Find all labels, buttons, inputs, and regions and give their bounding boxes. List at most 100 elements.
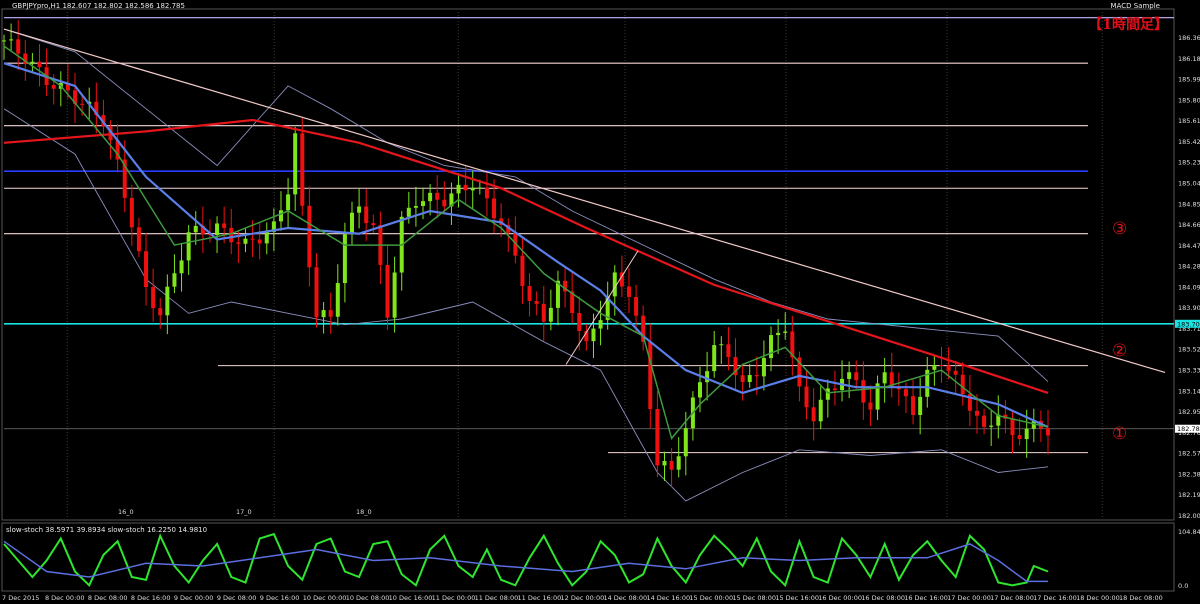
price-tick-label: 182.575 (1178, 450, 1200, 458)
candle-body (1031, 420, 1036, 429)
timeframe-label: 【1時間足】 (1088, 17, 1168, 33)
candle-body (442, 199, 447, 207)
candle-body (570, 291, 575, 314)
candle-body (577, 313, 582, 331)
price-tick-label: 182.005 (1178, 512, 1200, 520)
candle-body (534, 301, 539, 304)
candle-body (662, 461, 667, 466)
time-tick-label: 16 Dec 08:00 (861, 594, 905, 602)
time-tick-label: 10 Dec 16:00 (389, 594, 433, 602)
candle-body (641, 315, 646, 342)
candle-body (634, 296, 639, 316)
candle-body (804, 386, 809, 408)
time-tick-label: 14 Dec 16:00 (646, 594, 690, 602)
time-tick-label: 11 Dec 16:00 (518, 594, 562, 602)
time-tick-label: 9 Dec 08:00 (217, 594, 257, 602)
bollinger-lower-line (3, 108, 1049, 502)
time-tick-label: 17 Dec 08:00 (990, 594, 1034, 602)
time-tick-label: 15 Dec 16:00 (775, 594, 819, 602)
stoch-tick-label: 104.8427 (1178, 528, 1200, 536)
time-tick-label: 15 Dec 08:00 (732, 594, 776, 602)
price-tick-label: 185.800 (1178, 96, 1200, 104)
price-tick-label: 185.230 (1178, 159, 1200, 167)
candle-body (314, 267, 319, 318)
candle-body (392, 272, 397, 318)
candle-body (1010, 418, 1015, 436)
moving-average-line (3, 118, 1049, 394)
candle-body (520, 255, 525, 287)
candle-body (960, 374, 965, 395)
price-tick-label: 184.850 (1178, 200, 1200, 208)
candle-body (463, 184, 468, 191)
candle-body (953, 370, 958, 375)
candle-body (484, 187, 489, 199)
price-tick-label: 186.180 (1178, 55, 1200, 63)
candle-body (129, 197, 134, 228)
candle-body (37, 61, 42, 68)
candle-body (889, 372, 894, 388)
candle-body (9, 39, 14, 41)
candle-body (967, 394, 972, 411)
price-tick-label: 186.360 (1178, 34, 1200, 42)
candle-body (94, 101, 99, 116)
candle-body (527, 286, 532, 302)
candle-body (825, 388, 830, 400)
candle-body (626, 286, 631, 297)
trendline (3, 28, 1166, 374)
candle-body (151, 286, 156, 309)
candle-body (946, 365, 951, 371)
candle-body (286, 194, 291, 211)
time-tick-label: 16 Dec 16:00 (904, 594, 948, 602)
candle-body (726, 344, 731, 358)
candle-body (925, 369, 930, 397)
candle-body (591, 328, 596, 342)
symbol-info: GBPJPYpro,H1 182.607 182.802 182.586 182… (12, 2, 185, 10)
candle-body (563, 280, 568, 292)
candle-body (506, 224, 511, 233)
session-marker: 17_0 (236, 508, 252, 516)
candle-body (974, 410, 979, 416)
session-marker: 18_0 (356, 508, 372, 516)
candle-body (754, 375, 759, 377)
candle-body (449, 193, 454, 207)
candle-body (740, 375, 745, 383)
price-tick-label: 184.660 (1178, 221, 1200, 229)
candle-body (456, 184, 461, 194)
candle-body (875, 383, 880, 410)
candle-body (733, 357, 738, 376)
price-tick-label: 185.990 (1178, 76, 1200, 84)
candle-body (669, 461, 674, 470)
candle-body (136, 227, 141, 252)
candle-body (854, 372, 859, 381)
candle-body (1017, 435, 1022, 440)
candle-body (328, 310, 333, 317)
time-tick-label: 7 Dec 2015 (2, 594, 39, 602)
candle-body (165, 286, 170, 316)
stoch-signal-line (3, 540, 1048, 583)
candle-body (541, 303, 546, 322)
candle-body (655, 409, 660, 466)
candle-body (179, 260, 184, 274)
candle-body (676, 456, 681, 470)
candle-body (769, 335, 774, 359)
candle-body (300, 133, 305, 206)
time-tick-label: 14 Dec 08:00 (603, 594, 647, 602)
time-tick-label: 10 Dec 08:00 (346, 594, 390, 602)
candle-body (421, 201, 426, 207)
time-tick-label: 11 Dec 00:00 (432, 594, 476, 602)
candle-body (939, 364, 944, 366)
candle-body (719, 344, 724, 346)
candle-body (882, 372, 887, 384)
price-tick-label: 184.280 (1178, 263, 1200, 271)
candle-body (321, 310, 326, 318)
time-tick-label: 18 Dec 08:00 (1119, 594, 1163, 602)
candle-body (158, 308, 163, 316)
candle-body (172, 273, 177, 287)
candle-body (264, 231, 269, 244)
candle-body (776, 332, 781, 336)
candle-body (555, 280, 560, 308)
time-tick-label: 8 Dec 16:00 (131, 594, 171, 602)
price-tick-label: 182.195 (1178, 491, 1200, 499)
candle-body (989, 425, 994, 427)
candle-body (357, 206, 362, 213)
